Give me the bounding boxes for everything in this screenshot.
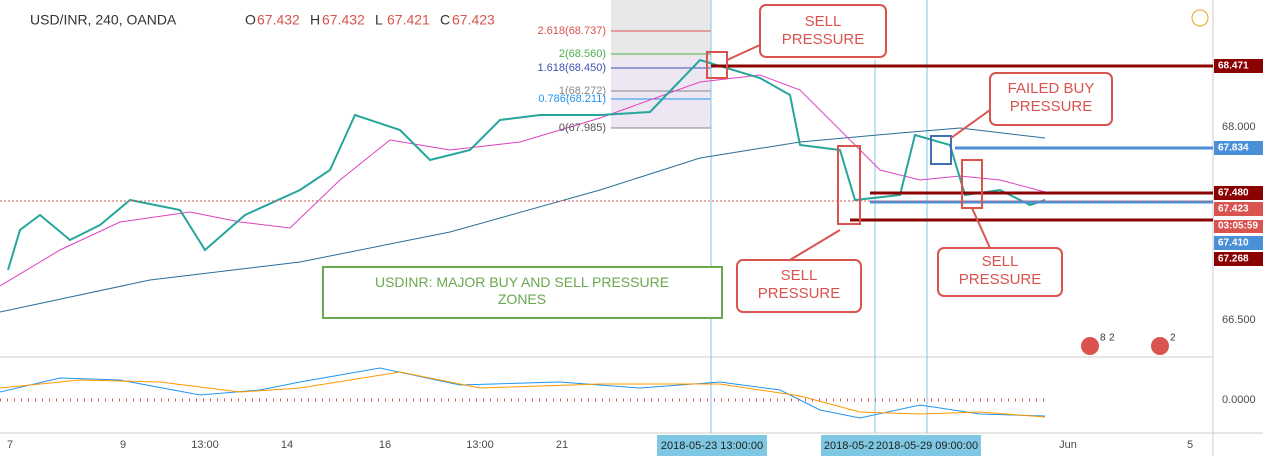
time-highlight-label: 2018-05-29 09:00:00 [876, 440, 978, 452]
price-tag: 03:05:59 [1218, 221, 1258, 232]
highlight-box [706, 51, 728, 79]
time-highlight [873, 435, 981, 456]
callout-pointers [726, 44, 991, 261]
fib-label: 0.786(68.211) [538, 93, 606, 105]
price-tick: 66.500 [1222, 314, 1256, 326]
price-tags [1214, 59, 1263, 266]
macd-line [0, 367, 1046, 419]
ohlc-value: 67.432 [322, 12, 365, 28]
fib-label: 1(68.272) [559, 85, 606, 97]
time-tick: 7 [7, 439, 13, 451]
price-path [7, 58, 1046, 271]
time-highlight [657, 435, 767, 456]
zone-lines [711, 64, 1213, 222]
time-highlight [821, 435, 876, 456]
time-tick: 9 [120, 439, 126, 451]
ohlc-key: L [375, 12, 383, 28]
annotation: FAILED BUY PRESSURE [1008, 80, 1095, 115]
fast-ma [0, 74, 1046, 287]
fib-label: 2.618(68.737) [538, 25, 607, 37]
badge-count: 2 [1109, 333, 1115, 344]
fib-shade [611, 58, 711, 128]
vertical-markers [710, 0, 928, 433]
ohlc-value: 67.432 [257, 12, 300, 28]
badge-count: 8 [1100, 333, 1106, 344]
ohlc-key: H [310, 12, 320, 28]
symbol: USD/INR, 240, OANDA [30, 12, 177, 28]
price-tag: 67.834 [1218, 143, 1249, 154]
time-tick: 5 [1187, 439, 1193, 451]
event-badge [1081, 337, 1099, 355]
alert-icon [1191, 9, 1209, 27]
slow-ma [0, 127, 1046, 313]
annotation: SELL PRESSURE [959, 253, 1042, 288]
price-tag: 68.471 [1218, 61, 1249, 72]
fib-shade [611, 0, 711, 58]
signal-line [0, 371, 1046, 418]
time-highlight-label: 2018-05-23 13:00:00 [661, 440, 763, 452]
price-tick: 68.000 [1222, 121, 1256, 133]
annotation: SELL PRESSURE [758, 267, 841, 302]
price-tag: 67.423 [1218, 204, 1249, 215]
fib-label: 0(67.985) [559, 122, 606, 134]
time-tick: 13:00 [466, 439, 494, 451]
callouts [736, 4, 1113, 313]
highlight-box [837, 145, 861, 225]
indicator-tick: 0.0000 [1222, 394, 1256, 406]
time-tick: Jun [1059, 439, 1077, 451]
time-tick: 21 [556, 439, 568, 451]
price-tag: 67.268 [1218, 254, 1249, 265]
ohlc-key: O [245, 12, 256, 28]
badge-count: 2 [1170, 333, 1176, 344]
fib-label: 1.618(68.450) [538, 62, 607, 74]
main-label: USDINR: MAJOR BUY AND SELL PRESSURE ZONES [375, 274, 669, 307]
time-tick: 13:00 [191, 439, 219, 451]
main-label-box [322, 266, 723, 319]
ohlc-value: 67.421 [387, 12, 430, 28]
fib-lines [611, 30, 711, 129]
fib-label: 2(68.560) [559, 48, 606, 60]
highlight-box [930, 135, 952, 165]
price-tag: 67.480 [1218, 188, 1249, 199]
time-tick: 14 [281, 439, 293, 451]
time-highlight-label: 2018-05-2 [824, 440, 874, 452]
time-tick: 16 [379, 439, 391, 451]
ohlc-value: 67.423 [452, 12, 495, 28]
ohlc-key: C [440, 12, 450, 28]
annotation: SELL PRESSURE [782, 13, 865, 48]
price-tag: 67.410 [1218, 238, 1249, 249]
event-badge [1151, 337, 1169, 355]
